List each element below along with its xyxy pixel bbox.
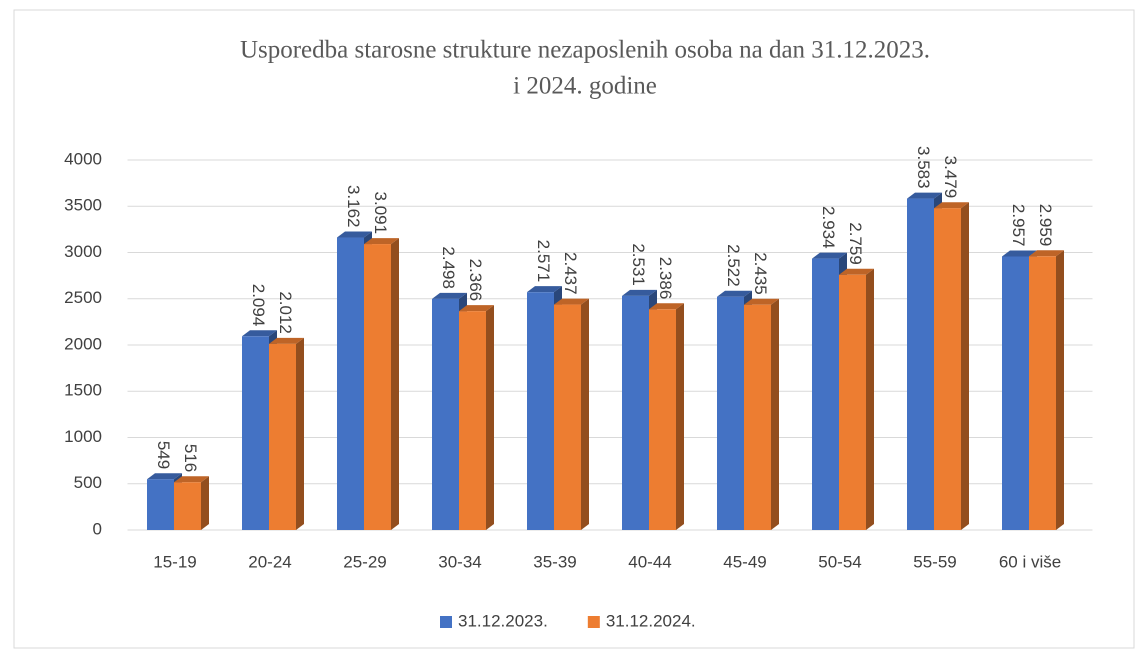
data-label: 2.386 bbox=[656, 257, 675, 300]
bar-top bbox=[174, 476, 209, 483]
data-label: 2.957 bbox=[1009, 204, 1028, 247]
bar-side bbox=[961, 202, 969, 530]
bar-side bbox=[771, 298, 779, 530]
bar bbox=[934, 208, 961, 530]
bar-top bbox=[1029, 250, 1064, 257]
bar-top bbox=[839, 268, 874, 275]
data-label: 2.759 bbox=[846, 222, 865, 265]
bar bbox=[147, 479, 174, 530]
y-tick-label: 0 bbox=[93, 519, 102, 538]
bar bbox=[364, 244, 391, 530]
bar-top bbox=[907, 192, 942, 199]
bar bbox=[432, 298, 459, 530]
bar-top bbox=[147, 473, 182, 480]
chart-title: Usporedba starosne strukture nezaposleni… bbox=[240, 37, 930, 64]
bar-top bbox=[432, 292, 467, 299]
bar-top bbox=[459, 305, 494, 312]
bar bbox=[337, 237, 364, 530]
bar-side bbox=[391, 238, 399, 530]
bar-top bbox=[1002, 250, 1037, 257]
x-tick-label: 50-54 bbox=[818, 552, 861, 571]
data-label: 3.162 bbox=[344, 185, 363, 228]
bar bbox=[174, 482, 201, 530]
bar bbox=[717, 296, 744, 530]
data-label: 2.366 bbox=[466, 259, 485, 302]
bar-top bbox=[527, 286, 562, 293]
y-tick-label: 3500 bbox=[64, 196, 102, 215]
bar-top bbox=[269, 337, 304, 344]
data-label: 2.435 bbox=[751, 252, 770, 295]
data-label: 3.479 bbox=[941, 156, 960, 199]
legend-label: 31.12.2023. bbox=[458, 611, 548, 630]
bar bbox=[622, 295, 649, 530]
bar-side bbox=[866, 268, 874, 530]
chart-title: i 2024. godine bbox=[513, 73, 657, 100]
bar-top bbox=[622, 289, 657, 296]
bar-side bbox=[296, 337, 304, 530]
y-tick-label: 2000 bbox=[64, 334, 102, 353]
bar bbox=[554, 304, 581, 530]
legend-swatch bbox=[587, 616, 600, 628]
bar-top bbox=[554, 298, 589, 305]
bar-top bbox=[812, 252, 847, 259]
bar bbox=[649, 309, 676, 530]
bar-top bbox=[717, 290, 752, 297]
bar-side bbox=[676, 303, 684, 530]
data-label: 2.437 bbox=[561, 252, 580, 295]
data-label: 2.012 bbox=[276, 291, 295, 334]
bar-side bbox=[486, 305, 494, 530]
x-tick-label: 30-34 bbox=[438, 552, 481, 571]
data-label: 2.571 bbox=[534, 240, 553, 283]
bar-side bbox=[201, 476, 209, 530]
x-tick-label: 25-29 bbox=[343, 552, 386, 571]
bar bbox=[459, 311, 486, 530]
x-tick-label: 20-24 bbox=[248, 552, 291, 571]
data-label: 2.522 bbox=[724, 244, 743, 287]
x-tick-label: 55-59 bbox=[913, 552, 956, 571]
y-tick-label: 4000 bbox=[64, 149, 102, 168]
bar bbox=[269, 343, 296, 530]
data-label: 2.531 bbox=[629, 243, 648, 286]
bar bbox=[907, 198, 934, 530]
bar-top bbox=[364, 238, 399, 245]
x-tick-label: 60 i više bbox=[999, 552, 1061, 571]
data-label: 3.091 bbox=[371, 192, 390, 235]
y-tick-label: 1500 bbox=[64, 381, 102, 400]
data-label: 516 bbox=[181, 444, 200, 472]
bar-top bbox=[744, 298, 779, 305]
bar-top bbox=[242, 330, 277, 337]
x-tick-label: 45-49 bbox=[723, 552, 766, 571]
data-label: 2.498 bbox=[439, 246, 458, 289]
x-tick-label: 40-44 bbox=[628, 552, 671, 571]
legend-label: 31.12.2024. bbox=[606, 611, 696, 630]
x-tick-label: 15-19 bbox=[153, 552, 196, 571]
bar bbox=[839, 274, 866, 530]
bar bbox=[812, 258, 839, 530]
x-tick-label: 35-39 bbox=[533, 552, 576, 571]
data-label: 2.094 bbox=[249, 284, 268, 327]
data-label: 2.959 bbox=[1036, 204, 1055, 247]
y-tick-label: 2500 bbox=[64, 288, 102, 307]
data-label: 2.934 bbox=[819, 206, 838, 249]
bar-top bbox=[934, 202, 969, 209]
bar bbox=[527, 292, 554, 530]
legend-swatch bbox=[440, 616, 452, 628]
bar bbox=[242, 336, 269, 530]
bar bbox=[744, 304, 771, 530]
y-tick-label: 500 bbox=[74, 473, 102, 492]
y-tick-label: 3000 bbox=[64, 242, 102, 261]
data-label: 3.583 bbox=[914, 146, 933, 189]
bar bbox=[1029, 256, 1056, 530]
bar bbox=[1002, 256, 1029, 530]
bar-side bbox=[581, 298, 589, 530]
data-label: 549 bbox=[154, 441, 173, 469]
bar-side bbox=[1056, 250, 1064, 531]
y-tick-label: 1000 bbox=[64, 427, 102, 446]
bar-top bbox=[337, 231, 372, 238]
bar-top bbox=[649, 303, 684, 310]
